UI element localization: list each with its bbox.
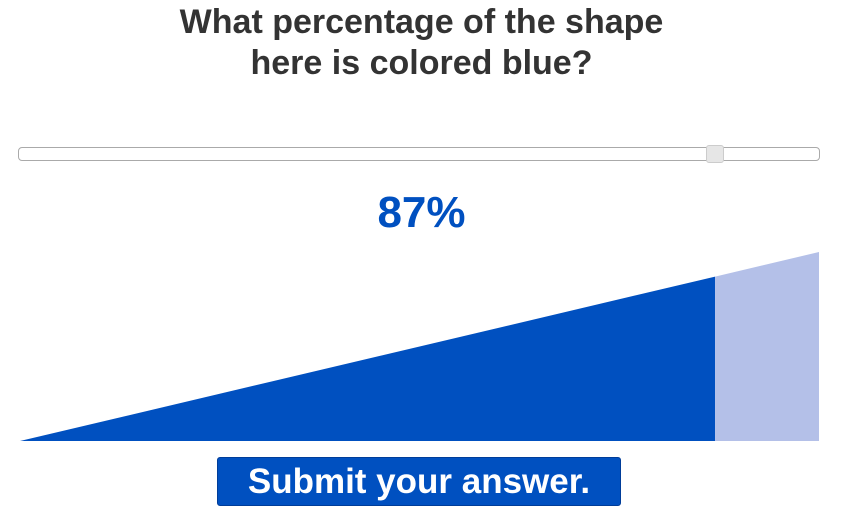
shape-blue-region [20,276,716,441]
question-text: What percentage of the shape here is col… [179,3,664,82]
slider-handle[interactable] [706,145,724,163]
percentage-slider[interactable] [18,145,820,163]
submit-button[interactable]: Submit your answer. [217,457,621,506]
slider-track[interactable] [18,147,820,161]
percentage-value: 87% [377,188,466,237]
shape-light-region [715,252,819,441]
